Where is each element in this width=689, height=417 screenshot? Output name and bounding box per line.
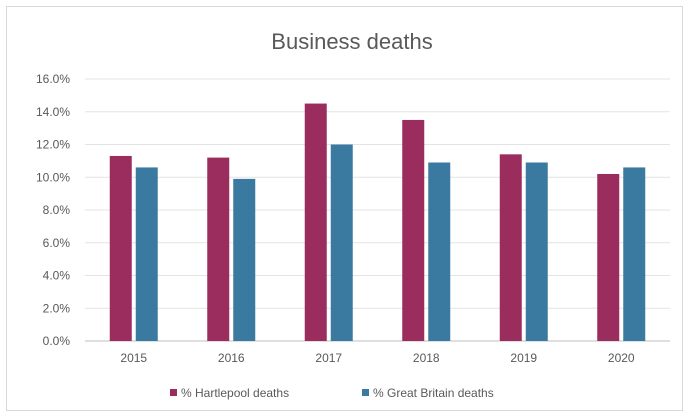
bar-hartlepool-2015: [109, 155, 132, 341]
legend-swatch: [362, 389, 369, 396]
bar-hartlepool-2016: [207, 157, 230, 341]
y-axis-ticks: 0.0% 2.0% 4.0% 6.0% 8.0% 10.0% 12.0% 14.0% 16.0%: [36, 72, 70, 348]
bar-great-britain-2018: [428, 162, 451, 341]
x-axis-ticks: 2015 2016 2017 2018 2019 2020: [120, 351, 635, 365]
y-tick-label: 2.0%: [43, 301, 71, 315]
legend-label: % Great Britain deaths: [373, 386, 494, 400]
bar-great-britain-2020: [623, 167, 646, 341]
bar-hartlepool-2019: [499, 154, 522, 341]
x-tick-label: 2015: [120, 351, 147, 365]
y-tick-label: 14.0%: [36, 105, 70, 119]
x-tick-label: 2016: [218, 351, 245, 365]
x-tick-label: 2018: [413, 351, 440, 365]
chart-title: Business deaths: [271, 29, 432, 54]
y-tick-label: 4.0%: [43, 269, 71, 283]
bars: [109, 103, 646, 341]
y-tick-label: 8.0%: [43, 203, 71, 217]
y-tick-label: 0.0%: [43, 334, 71, 348]
bar-hartlepool-2020: [597, 173, 620, 341]
y-tick-label: 12.0%: [36, 138, 70, 152]
bar-great-britain-2016: [233, 178, 256, 341]
bar-hartlepool-2017: [304, 103, 327, 341]
x-tick-label: 2019: [510, 351, 537, 365]
bar-hartlepool-2018: [402, 119, 425, 341]
bar-great-britain-2015: [135, 167, 158, 341]
y-tick-label: 16.0%: [36, 72, 70, 86]
legend: % Hartlepool deaths % Great Britain death…: [170, 386, 494, 400]
legend-label: % Hartlepool deaths: [181, 386, 289, 400]
gridlines: [85, 78, 670, 342]
x-tick-label: 2020: [608, 351, 635, 365]
legend-swatch: [170, 389, 177, 396]
y-tick-label: 10.0%: [36, 170, 70, 184]
x-tick-label: 2017: [315, 351, 342, 365]
y-tick-label: 6.0%: [43, 236, 71, 250]
bar-great-britain-2019: [525, 162, 548, 341]
bar-great-britain-2017: [330, 144, 353, 341]
